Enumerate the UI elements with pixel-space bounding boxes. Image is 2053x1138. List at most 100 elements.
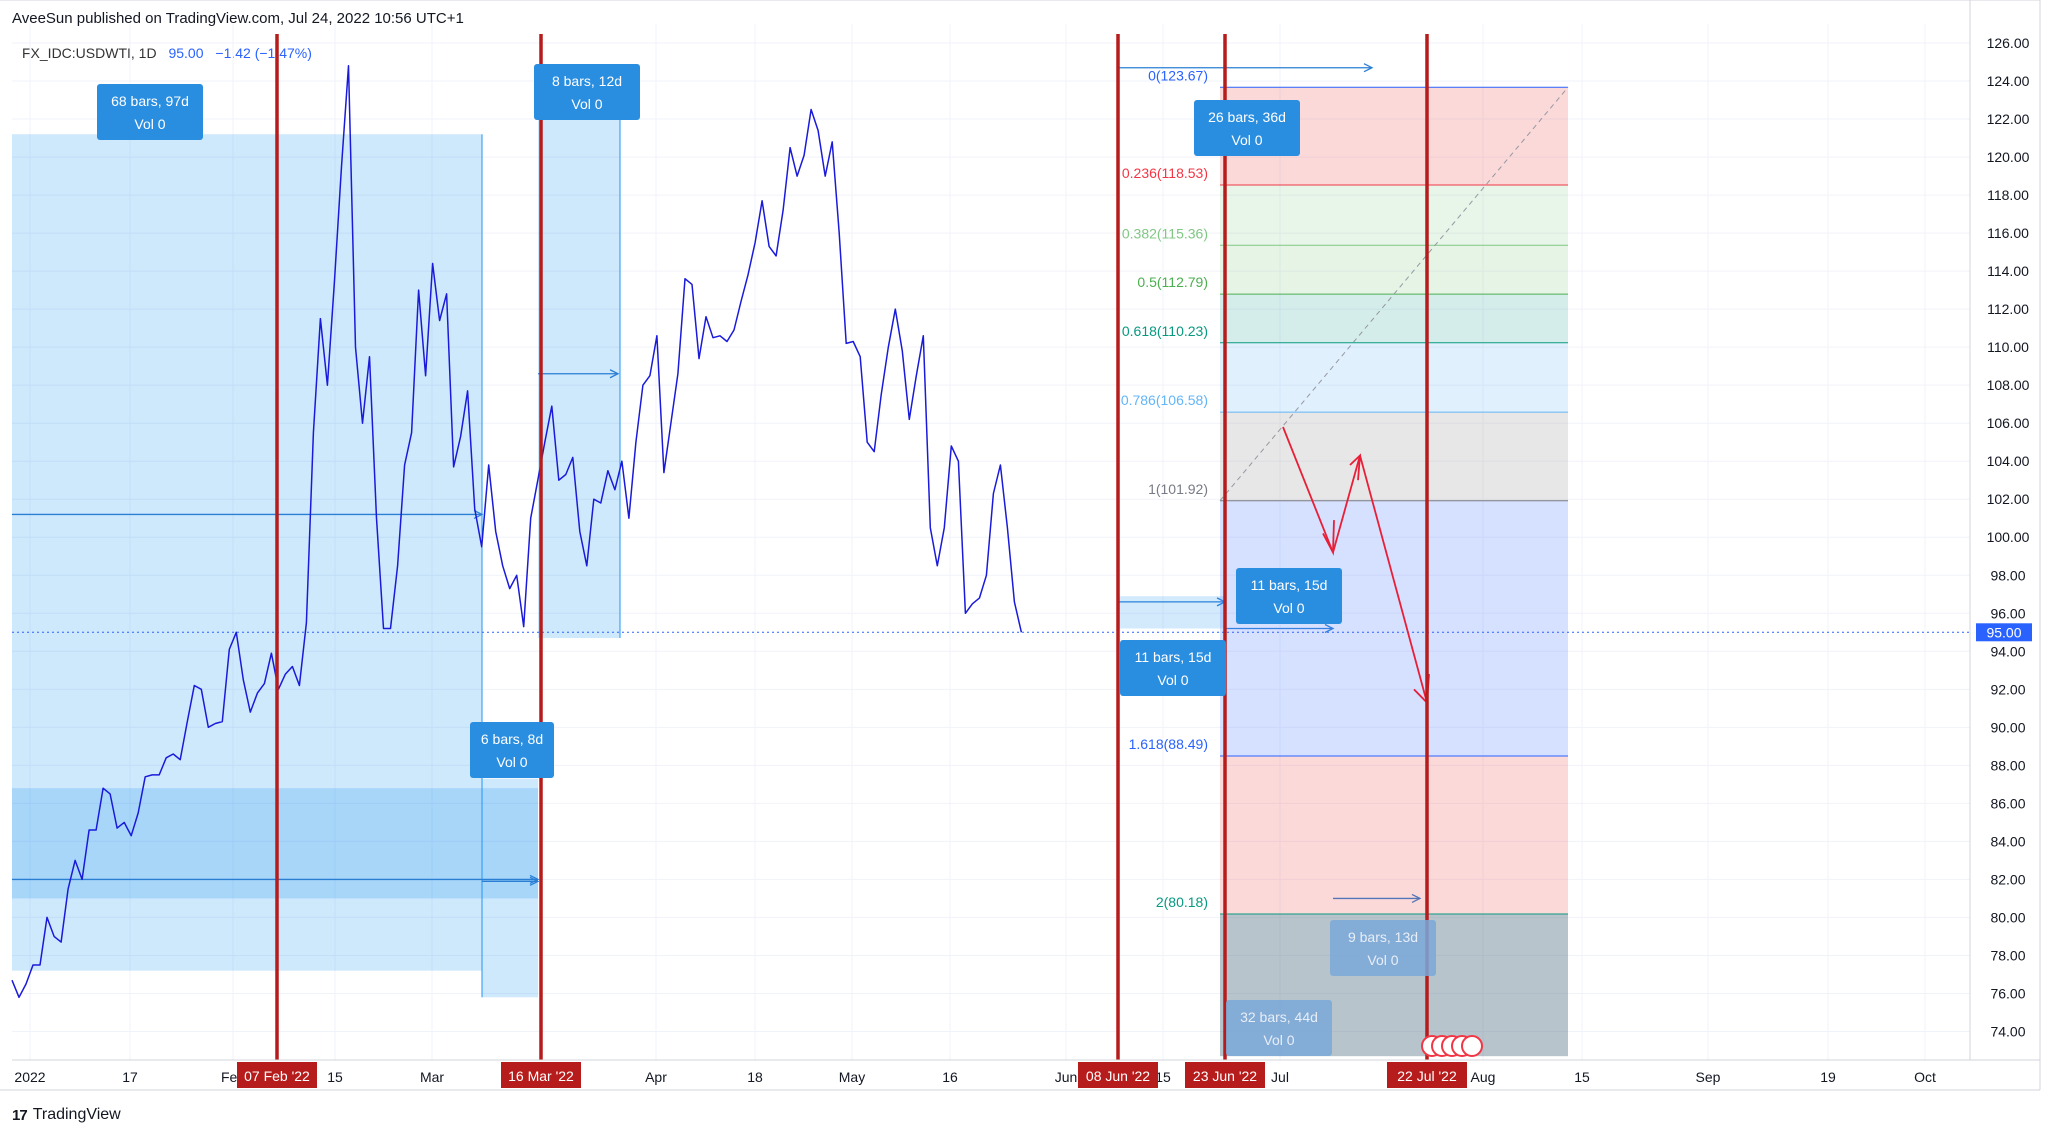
fib-level-label: 1(101.92)	[1148, 481, 1208, 497]
range-arrow-head	[609, 369, 620, 379]
range-label-vol: Vol 0	[1263, 1032, 1294, 1048]
fib-band	[1220, 245, 1568, 295]
x-tick-label: Oct	[1914, 1069, 1936, 1085]
range-label-box	[1194, 100, 1300, 156]
x-tick-label: Jul	[1271, 1069, 1289, 1085]
y-tick-label: 114.00	[1987, 263, 2029, 279]
date-marker-label: 16 Mar '22	[508, 1068, 574, 1084]
range-label: 8 bars, 12d Vol 0	[534, 64, 640, 120]
range-label-vol: Vol 0	[1367, 952, 1398, 968]
x-tick-label: 15	[1155, 1069, 1171, 1085]
x-tick-label: 15	[327, 1069, 343, 1085]
y-tick-label: 106.00	[1987, 415, 2030, 431]
range-label-bars: 26 bars, 36d	[1208, 109, 1286, 125]
arrow-down-1	[1282, 426, 1334, 553]
y-tick-label: 86.00	[1990, 795, 2025, 811]
tradingview-logo-icon: 17	[12, 1106, 28, 1124]
range-label: 11 bars, 15d Vol 0	[1236, 568, 1342, 624]
x-tick-label: May	[839, 1069, 865, 1085]
price-change: −1.42 (−1.47%)	[215, 45, 312, 61]
price-series	[11, 65, 1970, 999]
x-tick-label: 15	[1574, 1069, 1590, 1085]
range-label: 32 bars, 44d Vol 0	[1226, 1000, 1332, 1056]
range-label: 26 bars, 36d Vol 0	[1194, 100, 1300, 156]
arrow-down-2	[1359, 455, 1428, 703]
y-tick-label: 102.00	[1987, 491, 2030, 507]
symbol-name: FX_IDC:USDWTI, 1D	[22, 45, 157, 61]
y-tick-label: 100.00	[1987, 529, 2030, 545]
x-tick-label: Apr	[645, 1069, 667, 1085]
x-tick-label: Mar	[420, 1069, 444, 1085]
x-tick-label: Sep	[1696, 1069, 1721, 1085]
fib-level-label: 0(123.67)	[1148, 67, 1208, 83]
range-label-vol: Vol 0	[1157, 672, 1188, 688]
publisher-header: AveeSun published on TradingView.com, Ju…	[12, 10, 464, 27]
range-label: 6 bars, 8d Vol 0	[470, 722, 554, 778]
y-tick-label: 118.00	[1987, 187, 2029, 203]
economic-event-icon	[1461, 1035, 1483, 1057]
date-marker-tag	[237, 1062, 317, 1088]
range-boxes	[12, 63, 1422, 998]
range-label-bars: 9 bars, 13d	[1348, 929, 1418, 945]
axes: 74.00 76.00 78.00 80.00 82.00 84.00 86.00 88.00…	[0, 0, 2041, 1091]
y-tick-label: 110.00	[1987, 339, 2029, 355]
y-tick-label: 78.00	[1990, 947, 2025, 963]
y-tick-label: 98.00	[1990, 567, 2025, 583]
fib-band	[1220, 185, 1568, 246]
last-price: 95.00	[168, 45, 204, 61]
y-tick-label: 126.00	[1987, 35, 2030, 51]
y-tick-label: 124.00	[1987, 73, 2030, 89]
date-marker-label: 22 Jul '22	[1397, 1068, 1457, 1084]
y-tick-label: 92.00	[1990, 681, 2025, 697]
range-label: 9 bars, 13d Vol 0	[1330, 920, 1436, 976]
fib-extension: 0(123.67) 0.236(118.53) 0.382(115.36) 0.5(1…	[1121, 67, 1569, 1057]
date-marker-label: 08 Jun '22	[1086, 1068, 1150, 1084]
x-tick-label: 17	[122, 1069, 138, 1085]
range-label-vol: Vol 0	[496, 754, 527, 770]
range-arrow-head	[1363, 63, 1374, 73]
range-label-box	[1236, 568, 1342, 624]
y-tick-label: 96.00	[1990, 605, 2025, 621]
x-tick-label: 18	[747, 1069, 763, 1085]
fib-level-label: 0.618(110.23)	[1122, 323, 1208, 339]
range-label-vol: Vol 0	[1231, 132, 1262, 148]
fib-band	[1220, 294, 1568, 343]
range-label-bars: 8 bars, 12d	[552, 73, 622, 89]
grid	[12, 24, 1970, 1060]
fib-level-label: 0.5(112.79)	[1137, 274, 1208, 290]
range-label-box	[97, 84, 203, 140]
range-arrow-head	[529, 876, 540, 886]
range-label-box	[1226, 1000, 1332, 1056]
fib-level-label: 0.786(106.58)	[1121, 392, 1208, 408]
tradingview-footer[interactable]: 17 TradingView	[12, 1106, 121, 1124]
y-tick-label: 74.00	[1990, 1023, 2025, 1039]
x-tick-label: 16	[942, 1069, 958, 1085]
date-marker-tag	[1387, 1062, 1467, 1088]
fib-band	[1220, 412, 1568, 501]
y-tick-label: 94.00	[1990, 643, 2025, 659]
symbol-legend: FX_IDC:USDWTI, 1D 95.00 −1.42 (−1.47%)	[22, 45, 312, 61]
fib-band	[1220, 500, 1568, 757]
arrow-up-head	[1349, 453, 1362, 481]
y-tick-label: 108.00	[1987, 377, 2030, 393]
y-tick-label: 84.00	[1990, 833, 2025, 849]
range-arrow-head	[1411, 893, 1422, 904]
y-tick-label: 112.00	[1987, 301, 2029, 317]
y-tick-label: 122.00	[1987, 111, 2030, 127]
y-tick-label: 76.00	[1990, 985, 2025, 1001]
fib-band	[1220, 342, 1568, 413]
fib-level-label: 0.236(118.53)	[1122, 165, 1208, 181]
range-label-box	[470, 722, 554, 778]
x-tick-label: 2022	[14, 1069, 45, 1085]
y-tick-label: 90.00	[1990, 719, 2025, 735]
range-label-vol: Vol 0	[571, 96, 602, 112]
date-marker-tag	[1078, 1062, 1158, 1088]
fib-level-label: 1.618(88.49)	[1129, 736, 1208, 752]
range-arrow-head	[529, 874, 540, 884]
y-tick-label: 82.00	[1990, 871, 2025, 887]
range-label-vol: Vol 0	[134, 116, 165, 132]
range-label-vol: Vol 0	[1273, 600, 1304, 616]
x-tick-label: Jun	[1055, 1069, 1078, 1085]
date-marker-tag	[1185, 1062, 1265, 1088]
